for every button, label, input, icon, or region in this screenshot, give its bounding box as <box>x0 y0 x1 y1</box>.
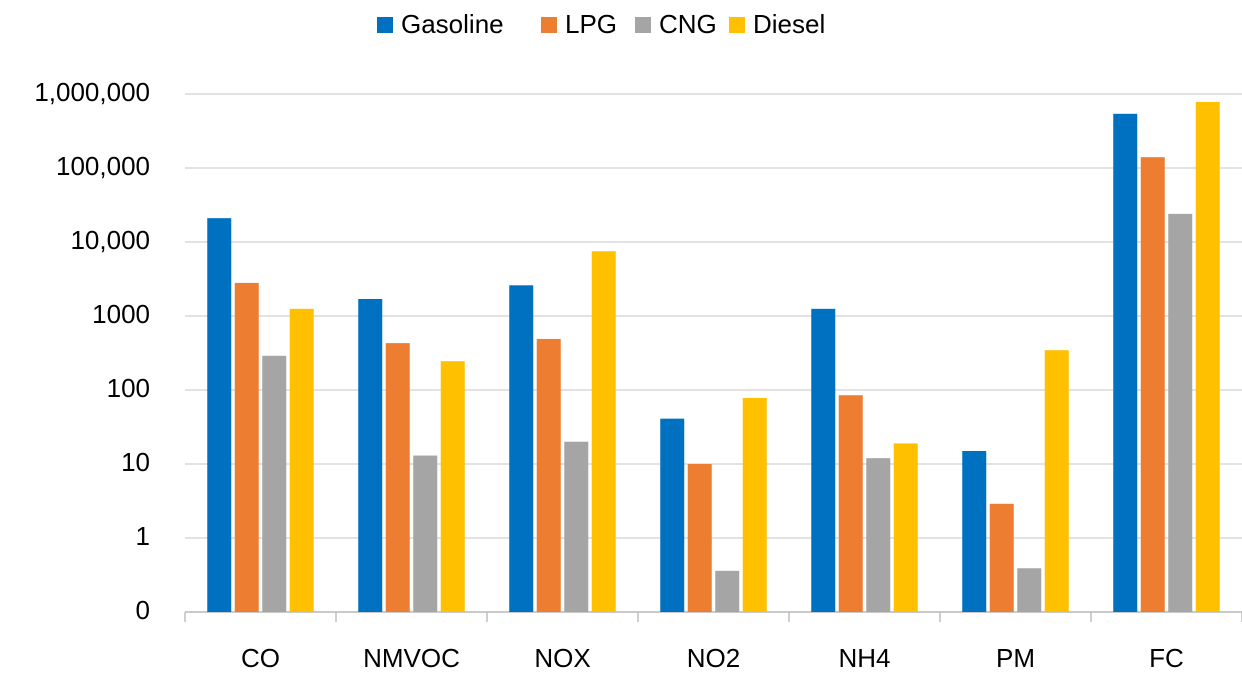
bar <box>811 308 836 612</box>
bar <box>385 343 410 612</box>
legend-label: CNG <box>659 9 717 39</box>
bar <box>989 503 1014 612</box>
x-tick-label: CO <box>241 643 280 673</box>
legend-label: Gasoline <box>401 9 504 39</box>
bar <box>440 361 465 612</box>
bar <box>564 441 589 612</box>
y-tick-label: 10 <box>121 447 150 477</box>
legend-swatch <box>635 17 651 33</box>
bar <box>687 464 712 612</box>
bar <box>962 450 987 612</box>
bar <box>1168 213 1193 612</box>
x-tick-label: PM <box>996 643 1035 673</box>
bar <box>413 455 438 612</box>
bar <box>1195 101 1220 613</box>
y-tick-label: 1,000,000 <box>34 77 150 107</box>
bar <box>289 308 314 612</box>
bar <box>536 338 561 612</box>
x-tick-label: FC <box>1149 643 1184 673</box>
bar <box>509 285 534 612</box>
legend-label: LPG <box>565 9 617 39</box>
x-tick-label: NMVOC <box>363 643 460 673</box>
y-tick-label: 0 <box>136 595 150 625</box>
bar <box>1017 568 1042 612</box>
bar <box>838 395 863 612</box>
x-tick-label: NOX <box>534 643 590 673</box>
bar <box>591 251 616 612</box>
y-tick-label: 1000 <box>92 299 150 329</box>
bar <box>660 418 685 612</box>
x-tick-label: NO2 <box>687 643 740 673</box>
legend-swatch <box>541 17 557 33</box>
bar <box>358 298 383 612</box>
bar <box>207 218 232 613</box>
y-tick-label: 100,000 <box>56 151 150 181</box>
bar <box>1113 113 1138 613</box>
bar <box>742 397 767 612</box>
legend-swatch <box>729 17 745 33</box>
y-tick-label: 10,000 <box>70 225 150 255</box>
bar <box>1140 157 1165 612</box>
bar <box>234 282 259 612</box>
y-tick-label: 1 <box>136 521 150 551</box>
x-tick-label: NH4 <box>838 643 890 673</box>
legend-label: Diesel <box>753 9 825 39</box>
y-tick-label: 100 <box>107 373 150 403</box>
bar <box>715 570 740 612</box>
legend-swatch <box>377 17 393 33</box>
bar <box>866 458 891 612</box>
bar <box>893 443 918 612</box>
bar <box>262 355 287 612</box>
bar <box>1044 350 1069 612</box>
